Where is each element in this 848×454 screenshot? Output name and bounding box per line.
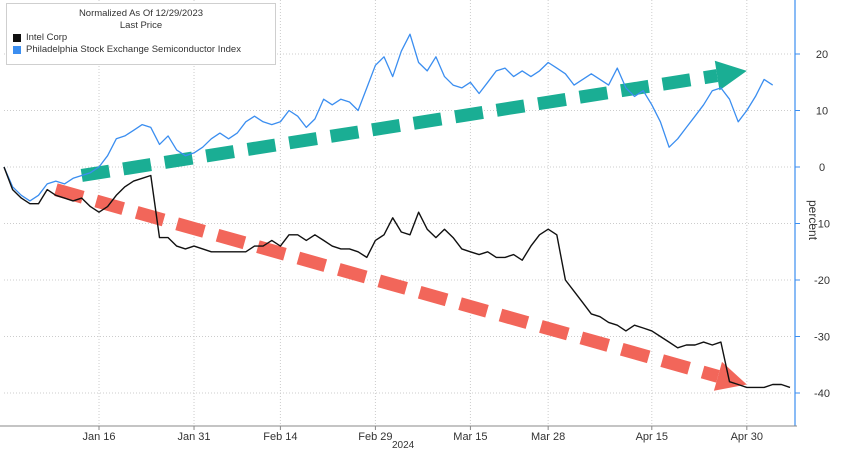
legend-label-intel: Intel Corp	[26, 32, 68, 43]
y-tick-label: -20	[814, 275, 830, 287]
green-trend-arrow-shaft	[80, 69, 719, 182]
y-axis-label: percent	[806, 200, 820, 241]
x-axis: Jan 16 Jan 31 Feb 14 Feb 29 Mar 15 Mar 28 Apr …	[0, 425, 797, 443]
x-tick-label: Mar 28	[531, 431, 565, 443]
green-trend-arrow-head	[714, 60, 747, 91]
y-axis: 20 10 0 -10 -20 -30 -40	[794, 0, 830, 426]
x-tick-label: Feb 14	[263, 431, 297, 443]
x-tick-label: Jan 16	[82, 431, 115, 443]
y-tick-label: -30	[814, 332, 830, 344]
red-trend-arrow-shaft	[54, 183, 720, 383]
series-line-sox	[3, 33, 774, 202]
x-tick-label: Apr 15	[636, 431, 668, 443]
y-tick-label: 20	[816, 49, 828, 61]
chart-title: Normalized As Of 12/29/2023	[78, 8, 204, 19]
legend-item-intel: Intel Corp	[13, 32, 275, 44]
legend-swatch-intel	[13, 34, 21, 42]
series-line-intel	[3, 166, 791, 389]
legend-label-sox: Philadelphia Stock Exchange Semiconducto…	[26, 44, 241, 55]
x-tick-label: Apr 30	[731, 431, 763, 443]
red-trend-arrow-head	[713, 361, 747, 391]
x-axis-year-label: 2024	[392, 440, 415, 451]
grid-lines	[4, 0, 792, 426]
y-tick-label: 10	[816, 106, 828, 118]
trend-arrows	[54, 60, 747, 391]
series-lines	[3, 33, 791, 389]
legend-swatch-sox	[13, 46, 21, 54]
x-tick-label: Jan 31	[178, 431, 211, 443]
x-tick-label: Feb 29	[358, 431, 392, 443]
y-tick-label: -10	[814, 219, 830, 231]
y-tick-label: 0	[819, 162, 825, 174]
legend-item-sox: Philadelphia Stock Exchange Semiconducto…	[13, 44, 275, 56]
x-tick-label: Mar 15	[453, 431, 487, 443]
y-tick-label: -40	[814, 388, 830, 400]
chart-subtitle: Last Price	[119, 20, 163, 31]
legend: Normalized As Of 12/29/2023 Last Price I…	[6, 3, 276, 65]
